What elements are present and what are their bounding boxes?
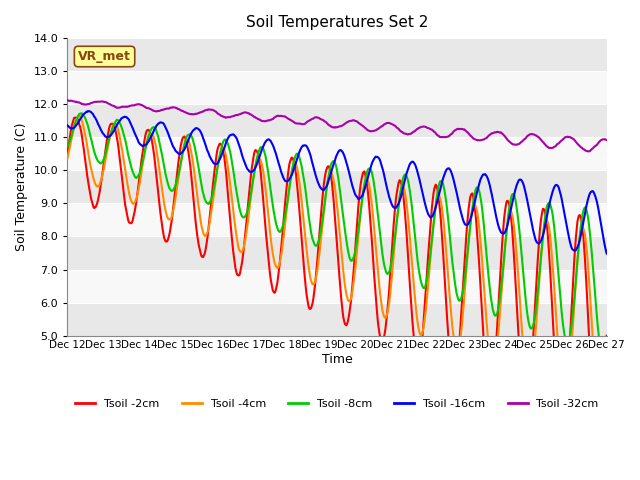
Bar xyxy=(67,71,607,104)
Tsoil -2cm xyxy=(184,147,192,153)
Tsoil -2cm xyxy=(212,152,220,157)
Tsoil -8cm xyxy=(77,110,85,116)
Bar xyxy=(67,104,607,137)
Tsoil -4cm xyxy=(129,201,137,207)
Tsoil -8cm xyxy=(600,354,607,360)
Tsoil -32cm xyxy=(63,97,71,103)
Bar xyxy=(67,269,607,302)
Tsoil -2cm xyxy=(403,239,411,245)
Tsoil -32cm xyxy=(403,131,410,137)
Tsoil -32cm xyxy=(184,110,191,116)
Text: VR_met: VR_met xyxy=(78,50,131,63)
Tsoil -4cm xyxy=(63,156,71,162)
Tsoil -16cm xyxy=(73,121,81,127)
Bar xyxy=(67,170,607,204)
Tsoil -2cm xyxy=(129,215,137,220)
Tsoil -2cm xyxy=(63,150,71,156)
Tsoil -2cm xyxy=(603,333,611,338)
Line: Tsoil -32cm: Tsoil -32cm xyxy=(67,100,607,151)
Tsoil -4cm xyxy=(73,116,81,121)
Tsoil -32cm xyxy=(419,124,426,130)
Tsoil -2cm xyxy=(594,444,602,450)
Tsoil -8cm xyxy=(212,170,220,176)
Tsoil -4cm xyxy=(212,170,220,176)
Bar xyxy=(67,237,607,269)
Tsoil -8cm xyxy=(419,284,427,290)
Line: Tsoil -16cm: Tsoil -16cm xyxy=(67,111,607,253)
Tsoil -16cm xyxy=(184,138,192,144)
Line: Tsoil -4cm: Tsoil -4cm xyxy=(67,116,607,415)
Y-axis label: Soil Temperature (C): Soil Temperature (C) xyxy=(15,122,28,251)
Tsoil -16cm xyxy=(129,127,137,132)
Tsoil -4cm xyxy=(184,137,192,143)
Title: Soil Temperatures Set 2: Soil Temperatures Set 2 xyxy=(246,15,428,30)
Tsoil -4cm xyxy=(403,206,411,212)
Tsoil -16cm xyxy=(212,161,220,167)
Tsoil -32cm xyxy=(585,148,593,154)
Tsoil -2cm xyxy=(74,117,82,122)
Tsoil -4cm xyxy=(603,367,611,372)
Bar xyxy=(67,204,607,237)
Tsoil -2cm xyxy=(72,115,80,120)
Tsoil -16cm xyxy=(63,122,71,128)
X-axis label: Time: Time xyxy=(322,353,353,366)
Tsoil -4cm xyxy=(419,328,427,334)
Tsoil -4cm xyxy=(76,113,83,119)
Tsoil -2cm xyxy=(419,329,427,335)
Tsoil -16cm xyxy=(603,251,611,256)
Tsoil -32cm xyxy=(129,102,136,108)
Tsoil -4cm xyxy=(597,412,605,418)
Tsoil -16cm xyxy=(419,192,427,197)
Tsoil -8cm xyxy=(184,132,192,138)
Tsoil -32cm xyxy=(73,99,81,105)
Bar xyxy=(67,137,607,170)
Tsoil -32cm xyxy=(603,137,611,143)
Tsoil -8cm xyxy=(129,170,137,176)
Tsoil -16cm xyxy=(403,169,411,175)
Tsoil -8cm xyxy=(403,175,411,180)
Tsoil -8cm xyxy=(63,144,71,149)
Tsoil -16cm xyxy=(85,108,93,114)
Tsoil -32cm xyxy=(212,108,220,114)
Line: Tsoil -8cm: Tsoil -8cm xyxy=(67,113,607,357)
Tsoil -8cm xyxy=(603,341,611,347)
Legend: Tsoil -2cm, Tsoil -4cm, Tsoil -8cm, Tsoil -16cm, Tsoil -32cm: Tsoil -2cm, Tsoil -4cm, Tsoil -8cm, Tsoi… xyxy=(71,395,603,414)
Bar xyxy=(67,302,607,336)
Tsoil -8cm xyxy=(73,115,81,121)
Line: Tsoil -2cm: Tsoil -2cm xyxy=(67,118,607,447)
Bar xyxy=(67,38,607,71)
